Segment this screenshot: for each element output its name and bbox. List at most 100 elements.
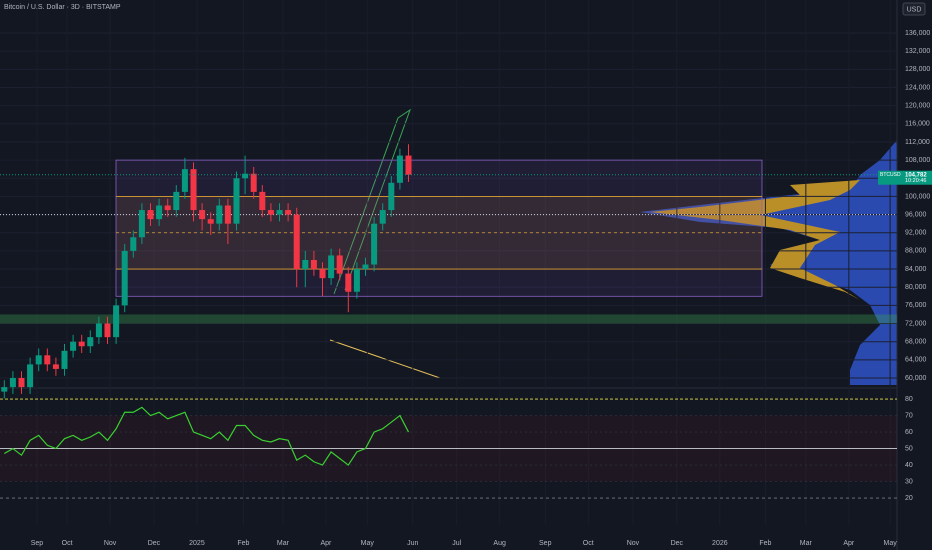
candle-body <box>207 219 214 224</box>
x-tick-label: Apr <box>320 540 332 547</box>
y-tick-label: 136,000 <box>905 30 930 37</box>
candle-body <box>199 210 206 220</box>
candle-body <box>224 205 231 224</box>
candle-body <box>345 273 352 292</box>
rsi-tick-label: 70 <box>905 412 913 419</box>
x-tick-label: Oct <box>62 540 73 547</box>
candle-body <box>95 323 102 338</box>
x-tick-label: Dec <box>148 540 161 547</box>
y-tick-label: 108,000 <box>905 157 930 164</box>
currency-button[interactable] <box>902 2 926 16</box>
rsi-tick-label: 20 <box>905 495 913 502</box>
x-tick-label: Apr <box>843 540 855 547</box>
x-tick-label: Sep <box>539 540 552 547</box>
candle-body <box>113 305 120 338</box>
y-tick-label: 60,000 <box>905 375 927 382</box>
candle-body <box>190 169 197 211</box>
value-area <box>116 196 762 270</box>
x-tick-label: May <box>884 540 898 547</box>
y-tick-label: 84,000 <box>905 266 927 273</box>
candle-body <box>9 378 16 388</box>
volume-trendline <box>329 339 441 379</box>
rsi-tick-label: 40 <box>905 462 913 469</box>
countdown: 10:20:46 <box>905 178 926 184</box>
symbol-label: BTCUSD <box>880 172 901 178</box>
x-tick-label: Jul <box>452 540 461 547</box>
candle-body <box>87 337 94 347</box>
candle-body <box>336 255 343 274</box>
x-tick-label: Nov <box>104 540 117 547</box>
x-tick-label: Oct <box>583 540 594 547</box>
price-value: 104,782 <box>905 172 927 178</box>
x-tick-label: Sep <box>31 540 44 547</box>
candle-body <box>121 250 128 306</box>
y-tick-label: 120,000 <box>905 102 930 109</box>
candle-body <box>18 378 25 388</box>
y-tick-label: 128,000 <box>905 66 930 73</box>
candle-body <box>130 237 137 251</box>
candle-body <box>267 210 274 215</box>
support-zone <box>0 314 897 324</box>
rsi-line <box>4 406 410 466</box>
candle-body <box>181 169 188 192</box>
candle-body <box>371 223 378 265</box>
x-tick-label: Jun <box>407 540 418 547</box>
candle-body <box>353 269 360 292</box>
candle-body <box>250 173 257 192</box>
x-tick-label: May <box>361 540 375 547</box>
y-tick-label: 72,000 <box>905 320 927 327</box>
currency[interactable]: USD <box>907 6 922 13</box>
x-tick-label: 2026 <box>712 540 728 547</box>
y-tick-label: 68,000 <box>905 339 927 346</box>
rsi-tick-label: 50 <box>905 445 913 452</box>
candle-body <box>242 173 249 179</box>
candle-body <box>61 350 68 369</box>
candle-body <box>362 264 369 270</box>
trend-channel <box>333 108 411 295</box>
y-tick-label: 96,000 <box>905 211 927 218</box>
range-box <box>115 159 763 297</box>
candle-body <box>216 205 223 224</box>
y-tick-label: 64,000 <box>905 357 927 364</box>
candle-body <box>379 210 386 224</box>
candle-body <box>388 182 395 211</box>
y-tick-label: 124,000 <box>905 84 930 91</box>
x-tick-label: Aug <box>493 540 506 547</box>
rsi-tick-label: 60 <box>905 429 913 436</box>
volume-profile <box>640 140 897 385</box>
candle-body <box>147 210 154 220</box>
x-tick-label: Nov <box>627 540 640 547</box>
rsi-tick-label: 30 <box>905 478 913 485</box>
candle-body <box>138 210 145 238</box>
candle-body <box>328 255 335 279</box>
candle-body <box>405 155 412 175</box>
candle-body <box>259 191 266 211</box>
candle-body <box>35 355 42 365</box>
chart-title: Bitcoin / U.S. Dollar · 3D · BITSTAMP <box>4 4 121 11</box>
candle-body <box>27 364 34 388</box>
x-tick-label: Mar <box>277 540 290 547</box>
candle-body <box>233 178 240 224</box>
candle-body <box>319 269 326 279</box>
candle-body <box>52 364 59 369</box>
y-tick-label: 92,000 <box>905 230 927 237</box>
candle-body <box>293 214 300 270</box>
candle-body <box>44 355 51 365</box>
x-tick-label: 2025 <box>189 540 205 547</box>
rsi-tick-label: 80 <box>905 396 913 403</box>
candle-body <box>173 191 180 211</box>
candle-body <box>164 205 171 211</box>
candle-body <box>302 259 309 270</box>
candle-body <box>70 341 77 351</box>
price-tag <box>878 170 932 185</box>
y-tick-label: 100,000 <box>905 193 930 200</box>
candle-body <box>78 341 85 347</box>
x-tick-label: Feb <box>759 540 771 547</box>
x-tick-label: Mar <box>800 540 813 547</box>
y-tick-label: 112,000 <box>905 139 930 146</box>
candle-body <box>1 387 8 392</box>
candle-body <box>156 205 163 220</box>
